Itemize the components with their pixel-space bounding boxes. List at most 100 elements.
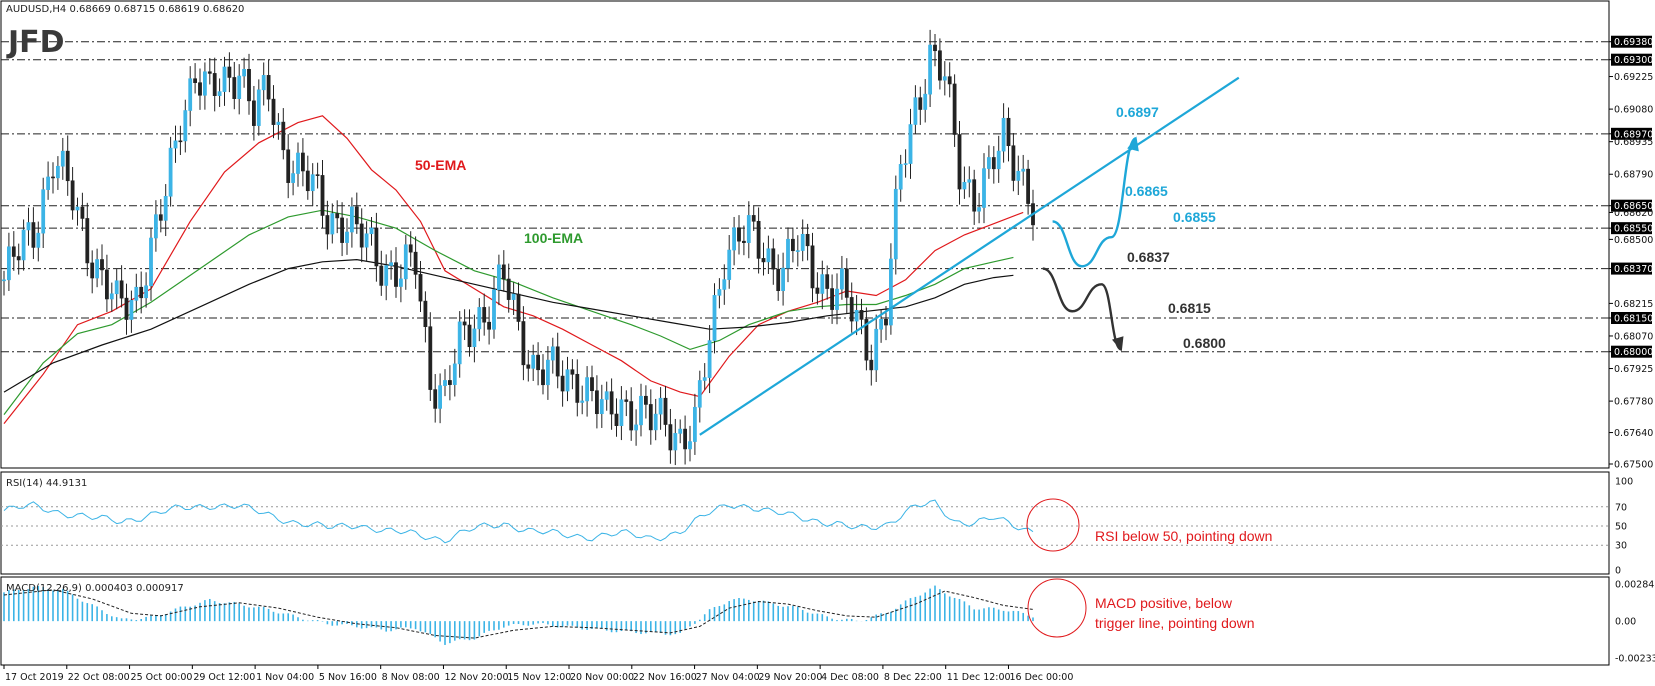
target-label-0-6855: 0.6855 bbox=[1173, 209, 1216, 225]
candle bbox=[261, 62, 266, 106]
rsi-tick-label: 100 bbox=[1615, 477, 1633, 488]
candle-body-bull bbox=[345, 231, 349, 243]
candle bbox=[629, 387, 634, 441]
candle bbox=[51, 162, 55, 194]
rsi-tick-label: 70 bbox=[1615, 502, 1627, 513]
candle-body-bull bbox=[732, 227, 737, 251]
candle bbox=[403, 235, 408, 290]
candle-body-bear bbox=[629, 401, 634, 431]
candle-body-bull bbox=[996, 150, 1001, 170]
candle bbox=[374, 212, 379, 282]
candle-body-bear bbox=[849, 297, 854, 322]
candle-body-bear bbox=[756, 220, 761, 259]
candle-body-bear bbox=[482, 307, 487, 323]
candle bbox=[286, 134, 291, 199]
candle-body-bull bbox=[786, 238, 790, 269]
candle-body-bear bbox=[354, 206, 359, 225]
candle-body-bull bbox=[261, 75, 266, 91]
candle bbox=[163, 184, 168, 237]
candle-body-bear bbox=[933, 44, 937, 52]
jfd-logo: JFD bbox=[6, 25, 65, 60]
candle bbox=[46, 161, 51, 200]
price-level-badge bbox=[1611, 312, 1652, 324]
candle-body-bull bbox=[604, 391, 609, 400]
candle bbox=[541, 354, 545, 395]
candle bbox=[619, 386, 624, 441]
candle-body-bull bbox=[168, 147, 173, 197]
bullish-scenario-arrow bbox=[1052, 137, 1137, 268]
candle bbox=[31, 207, 36, 260]
candle bbox=[16, 243, 21, 275]
candle bbox=[908, 108, 913, 179]
candle-body-bear bbox=[418, 274, 423, 302]
candle-body-bear bbox=[609, 391, 614, 415]
candle-body-bear bbox=[506, 278, 511, 300]
candle-body-bull bbox=[403, 244, 408, 280]
candle-body-bull bbox=[565, 369, 570, 392]
price-level-badge bbox=[1611, 127, 1652, 140]
macd-note-line-1: MACD positive, below bbox=[1095, 595, 1233, 611]
candle bbox=[585, 366, 590, 417]
candle bbox=[447, 365, 452, 401]
candle bbox=[85, 202, 90, 277]
candle bbox=[477, 298, 482, 342]
candle-body-bear bbox=[124, 297, 129, 320]
candle bbox=[531, 344, 536, 381]
candle-body-bull bbox=[923, 93, 928, 110]
candle bbox=[634, 409, 639, 446]
candle-body-bear bbox=[869, 359, 874, 371]
candle bbox=[438, 373, 443, 424]
candle-body-bull bbox=[188, 78, 193, 111]
candle-body-bear bbox=[991, 157, 996, 170]
candle bbox=[643, 385, 648, 419]
candle bbox=[972, 169, 977, 225]
candle bbox=[599, 384, 604, 428]
x-tick-label: 15 Nov 12:00 bbox=[507, 672, 571, 683]
candle-body-bear bbox=[212, 73, 217, 96]
candle-body-bull bbox=[173, 140, 178, 149]
candle bbox=[727, 235, 732, 289]
rsi-line bbox=[3, 499, 1034, 544]
candle-body-bear bbox=[462, 321, 467, 326]
candle bbox=[678, 419, 683, 444]
candle-body-bull bbox=[898, 164, 903, 190]
candle bbox=[252, 85, 256, 141]
candle-body-bull bbox=[678, 428, 683, 434]
candle bbox=[673, 418, 678, 466]
price-tick-label: 0.67500 bbox=[1614, 460, 1653, 471]
candle-body-bear bbox=[555, 346, 560, 377]
price-level-badge bbox=[1611, 262, 1652, 275]
candle bbox=[418, 260, 423, 313]
candle bbox=[413, 236, 418, 289]
candle-body-bull bbox=[913, 97, 918, 125]
candle bbox=[183, 99, 188, 153]
candle bbox=[991, 146, 996, 184]
candle-body-bear bbox=[830, 288, 835, 310]
x-tick-label: 16 Dec 00:00 bbox=[1009, 672, 1073, 683]
candle bbox=[688, 425, 692, 462]
macd-note-line-2: trigger line, pointing down bbox=[1095, 615, 1255, 631]
candle-body-bull bbox=[95, 259, 100, 279]
candle-body-bear bbox=[100, 259, 104, 271]
price-level-badge bbox=[1611, 345, 1652, 358]
candle-body-bull bbox=[702, 377, 707, 381]
price-level-badge-text: 0.68000 bbox=[1614, 347, 1653, 358]
candle-body-bull bbox=[545, 359, 550, 386]
candle-body-bull bbox=[658, 397, 663, 415]
candle bbox=[903, 149, 908, 178]
candle-body-bear bbox=[761, 258, 766, 263]
candle bbox=[154, 200, 158, 252]
candle bbox=[947, 62, 952, 98]
candle bbox=[844, 258, 849, 314]
candle-body-bear bbox=[158, 214, 163, 221]
candle bbox=[80, 192, 85, 231]
candle-body-bear bbox=[526, 364, 531, 369]
candle bbox=[158, 199, 163, 233]
candle bbox=[766, 235, 771, 275]
candle-body-bull bbox=[585, 377, 590, 402]
candle bbox=[232, 62, 237, 110]
candle-body-bear bbox=[139, 286, 144, 299]
candle-body-bull bbox=[36, 232, 41, 248]
